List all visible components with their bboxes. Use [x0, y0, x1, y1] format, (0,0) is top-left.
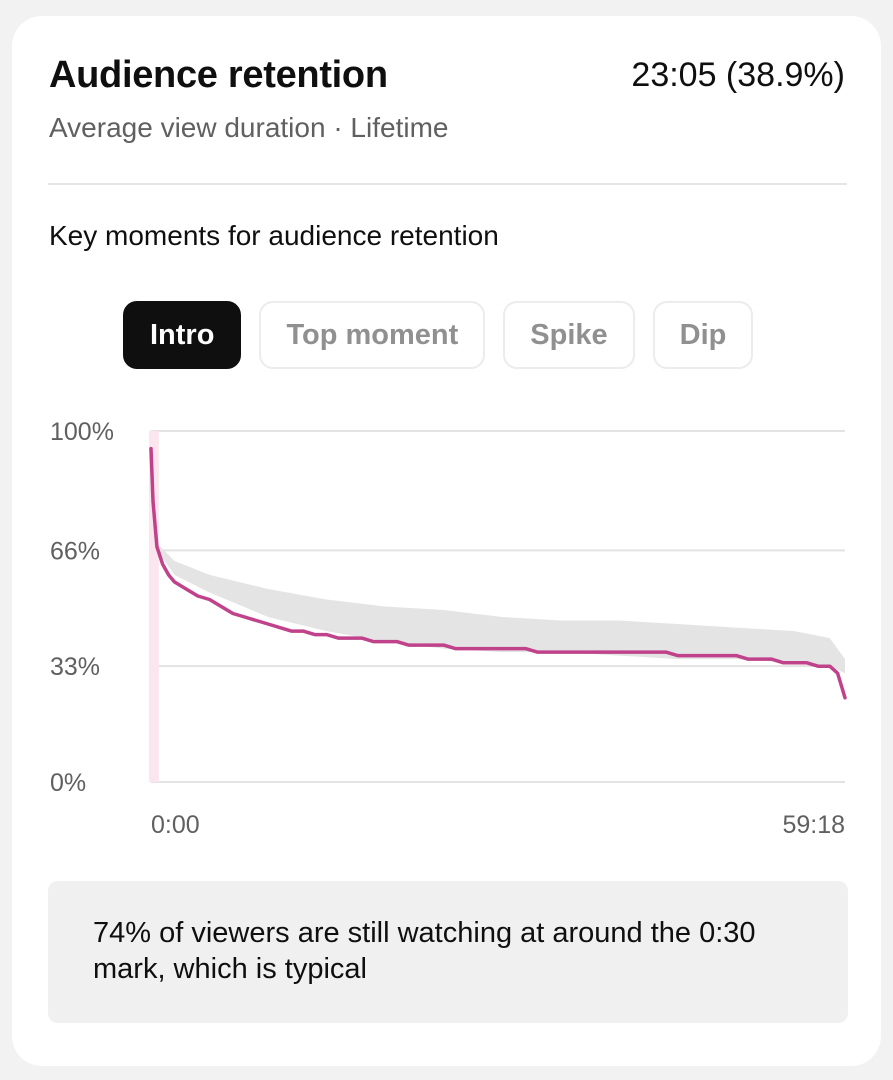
tab-dip[interactable]: Dip: [652, 301, 754, 369]
y-tick-label-3: 0%: [50, 769, 86, 797]
tab-spike[interactable]: Spike: [503, 301, 635, 369]
key-moments-label: Key moments for audience retention: [49, 220, 499, 251]
retention-line: [149, 446, 847, 700]
audience-retention-card: Audience retention 23:05 (38.9%) Average…: [12, 16, 881, 1066]
y-tick-label-1: 66%: [50, 537, 100, 565]
card-title: Audience retention: [49, 54, 388, 96]
divider: [48, 183, 847, 185]
x-tick-label-start: 0:00: [151, 811, 200, 839]
insight-text: 74% of viewers are still watching at aro…: [93, 917, 756, 985]
retention-chart: 100% 66% 33% 0% 0:00 59:18: [50, 418, 847, 839]
key-moment-tabs: Intro Top moment Spike Dip: [123, 301, 754, 369]
typical-retention-band: [156, 543, 845, 674]
tab-intro[interactable]: Intro: [123, 301, 242, 369]
card-subtitle: Average view duration · Lifetime: [49, 112, 449, 143]
intro-highlight: [149, 431, 159, 782]
insight-box: 74% of viewers are still watching at aro…: [48, 881, 848, 1023]
tab-top-moment[interactable]: Top moment: [259, 301, 486, 369]
x-tick-label-end: 59:18: [782, 811, 845, 839]
y-tick-label-0: 100%: [50, 418, 114, 446]
average-view-duration-value: 23:05 (38.9%): [631, 56, 845, 94]
y-tick-label-2: 33%: [50, 653, 100, 681]
